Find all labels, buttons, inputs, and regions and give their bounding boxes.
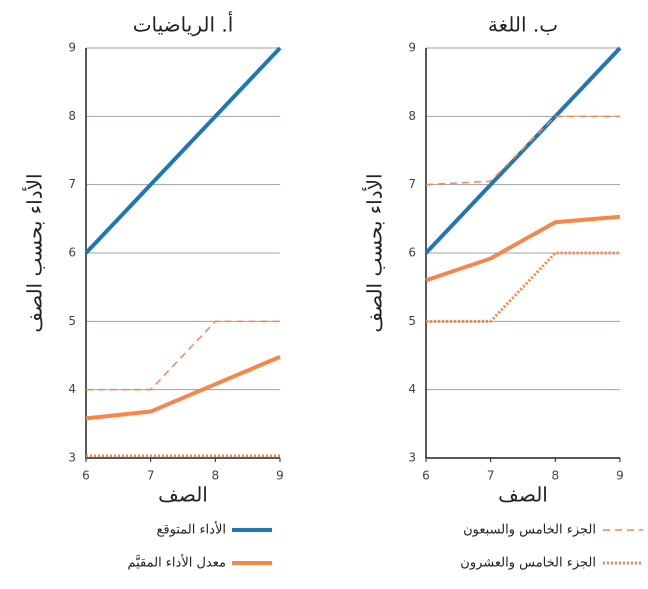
x-tick-label: 8 <box>552 469 560 483</box>
series-line <box>84 46 282 255</box>
legend-label: الأداء المتوقع <box>156 521 226 538</box>
y-tick-label: 4 <box>68 382 76 396</box>
y-tick-label: 6 <box>68 246 76 260</box>
y-tick-label: 8 <box>408 109 416 123</box>
y-axis-label: الأداء بحسب الصف <box>22 173 47 332</box>
x-axis-label: الصف <box>158 483 208 507</box>
series-line <box>425 115 620 186</box>
legend-label: الجزء الخامس والسبعون <box>463 523 596 538</box>
x-tick-label: 7 <box>487 469 495 483</box>
x-tick-label: 9 <box>616 469 624 483</box>
x-axis-label: الصف <box>498 483 548 507</box>
series-line <box>426 251 620 323</box>
y-tick-label: 8 <box>68 109 76 123</box>
y-tick-label: 9 <box>68 41 76 55</box>
x-tick-label: 9 <box>276 469 284 483</box>
y-tick-label: 3 <box>408 451 416 465</box>
legend-label: معدل الأداء المقيَّم <box>127 554 226 571</box>
x-tick-label: 6 <box>82 469 90 483</box>
series-line <box>424 46 622 255</box>
series-line <box>85 355 281 421</box>
x-tick-label: 7 <box>147 469 155 483</box>
chart-title: ب. اللغة <box>488 13 558 37</box>
x-tick-label: 6 <box>422 469 430 483</box>
legend-label: الجزء الخامس والعشرون <box>460 556 596 571</box>
y-tick-label: 7 <box>408 177 416 191</box>
x-tick-label: 8 <box>212 469 220 483</box>
y-tick-label: 5 <box>408 314 416 328</box>
y-tick-label: 5 <box>68 314 76 328</box>
y-axis-label: الأداء بحسب الصف <box>362 173 387 332</box>
y-tick-label: 6 <box>408 246 416 260</box>
y-tick-label: 7 <box>68 177 76 191</box>
chart-title: أ. الرياضيات <box>133 11 234 37</box>
y-tick-label: 9 <box>408 41 416 55</box>
y-tick-label: 4 <box>408 382 416 396</box>
series-line <box>86 320 280 391</box>
series-line <box>425 214 621 283</box>
y-tick-label: 3 <box>68 451 76 465</box>
